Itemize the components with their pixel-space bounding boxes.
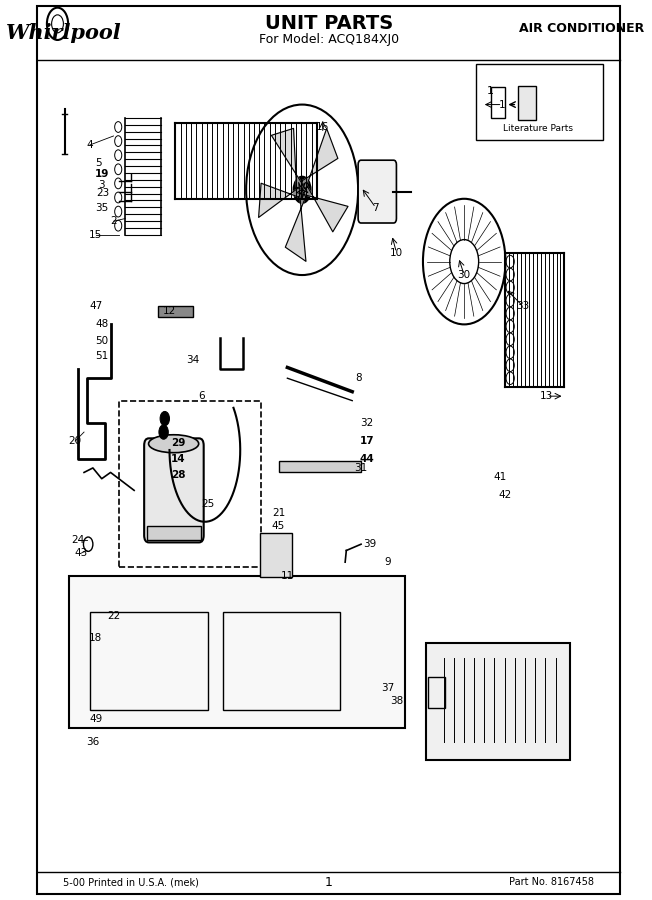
Text: 5-00 Printed in U.S.A. (mek): 5-00 Printed in U.S.A. (mek) (63, 878, 200, 887)
Bar (147, 526, 201, 540)
Circle shape (159, 425, 168, 439)
Text: Part No. 8167458: Part No. 8167458 (509, 878, 594, 887)
Ellipse shape (149, 435, 199, 453)
Text: 29: 29 (171, 437, 186, 448)
Text: 47: 47 (89, 302, 102, 311)
Text: 45: 45 (272, 521, 285, 531)
Text: 20: 20 (68, 436, 82, 446)
Polygon shape (297, 187, 348, 232)
Text: 23: 23 (96, 188, 110, 198)
Bar (278, 461, 361, 472)
Text: 32: 32 (361, 418, 374, 428)
Text: 13: 13 (540, 392, 554, 401)
Polygon shape (286, 183, 306, 261)
Text: 7: 7 (372, 202, 379, 212)
Text: 15: 15 (89, 230, 102, 239)
Text: 41: 41 (493, 472, 506, 482)
Text: 44: 44 (360, 454, 374, 464)
Text: 24: 24 (72, 535, 85, 544)
Text: 10: 10 (390, 248, 403, 257)
Text: 8: 8 (355, 374, 361, 383)
Circle shape (160, 411, 170, 426)
Text: 21: 21 (272, 508, 285, 518)
Text: 31: 31 (355, 463, 368, 473)
FancyBboxPatch shape (144, 438, 203, 543)
FancyBboxPatch shape (358, 160, 396, 223)
Text: 18: 18 (89, 634, 102, 643)
Text: 28: 28 (171, 470, 186, 480)
Text: 11: 11 (281, 571, 294, 580)
Text: 14: 14 (171, 454, 186, 464)
Text: UNIT PARTS: UNIT PARTS (265, 14, 393, 33)
Text: 22: 22 (107, 611, 120, 621)
FancyBboxPatch shape (426, 643, 570, 760)
Text: 49: 49 (89, 715, 102, 724)
Bar (119, 400, 261, 567)
Text: 38: 38 (390, 697, 403, 706)
Circle shape (293, 176, 311, 203)
Polygon shape (259, 183, 306, 218)
Text: 48: 48 (95, 320, 108, 329)
Text: 35: 35 (95, 202, 108, 212)
Text: 4: 4 (87, 140, 93, 150)
Bar (90, 611, 208, 710)
Text: 25: 25 (201, 499, 215, 508)
Text: 19: 19 (95, 168, 109, 179)
Text: Whirlpool: Whirlpool (6, 22, 121, 43)
Text: Literature Parts: Literature Parts (503, 124, 572, 133)
Text: 3: 3 (98, 180, 105, 190)
Bar (518, 86, 536, 120)
Polygon shape (271, 129, 308, 193)
Text: 50: 50 (95, 336, 108, 346)
FancyBboxPatch shape (69, 576, 406, 728)
FancyBboxPatch shape (259, 534, 291, 578)
Text: 16: 16 (316, 122, 329, 132)
Text: 5: 5 (95, 158, 102, 168)
Text: 1: 1 (325, 876, 333, 889)
Text: 43: 43 (74, 548, 88, 558)
Text: 1: 1 (499, 100, 506, 110)
Text: 12: 12 (163, 306, 176, 316)
FancyBboxPatch shape (428, 677, 445, 707)
Text: 34: 34 (186, 356, 200, 365)
Text: 1: 1 (487, 86, 494, 96)
Text: 30: 30 (458, 270, 471, 280)
Text: 51: 51 (95, 351, 108, 361)
Bar (222, 611, 340, 710)
Text: 37: 37 (381, 683, 394, 693)
Text: 9: 9 (384, 557, 391, 567)
Text: 6: 6 (199, 392, 205, 401)
Bar (491, 86, 505, 118)
Text: 36: 36 (86, 736, 100, 747)
Text: 42: 42 (499, 490, 512, 500)
Text: For Model: ACQ184XJ0: For Model: ACQ184XJ0 (259, 32, 399, 46)
Text: 17: 17 (360, 436, 374, 446)
Polygon shape (302, 129, 338, 199)
Text: 39: 39 (363, 539, 377, 549)
FancyBboxPatch shape (476, 64, 602, 140)
Text: AIR CONDITIONER: AIR CONDITIONER (520, 22, 645, 35)
Bar (158, 306, 193, 317)
Text: 33: 33 (516, 302, 530, 311)
Text: 2: 2 (110, 216, 117, 226)
